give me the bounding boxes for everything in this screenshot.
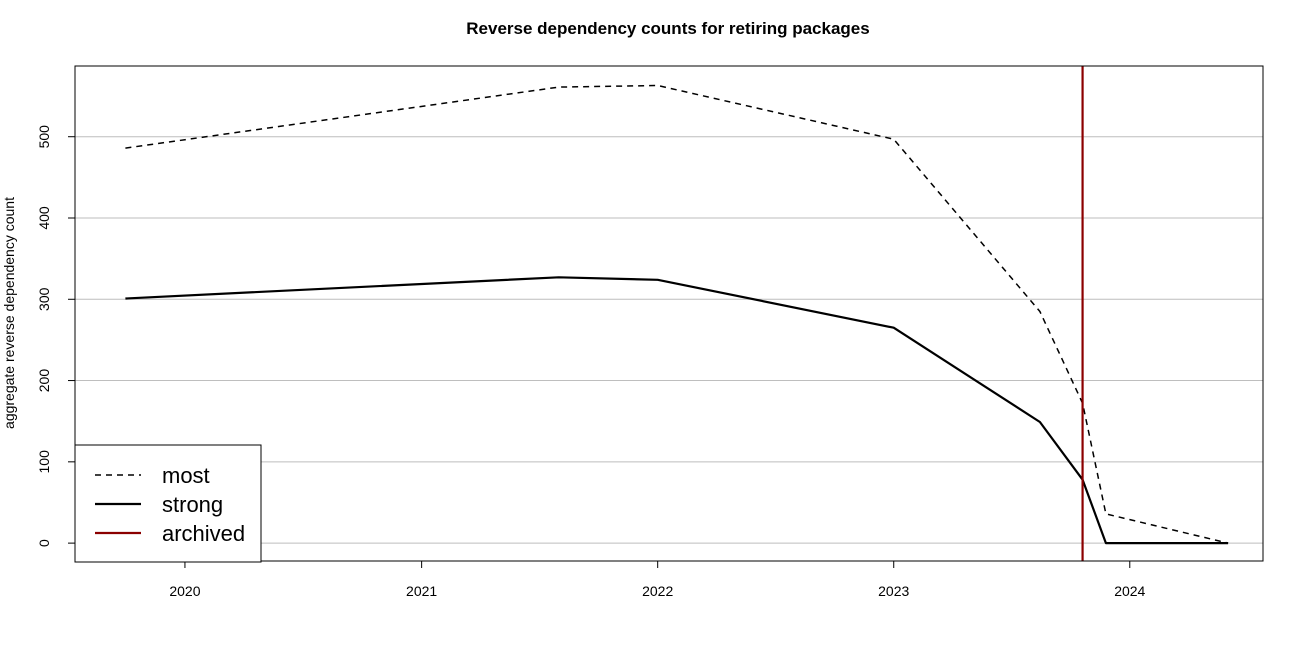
- legend-label: archived: [162, 521, 245, 546]
- series-most: [125, 84, 1229, 544]
- y-tick-label: 100: [36, 450, 52, 474]
- y-tick-label: 200: [36, 369, 52, 393]
- plot-frame: [74, 65, 1264, 562]
- grid-lines: [75, 136, 1263, 544]
- series-lines: [125, 84, 1229, 545]
- x-tick-label: 2020: [169, 583, 200, 599]
- legend-label: most: [162, 463, 210, 488]
- chart-title: Reverse dependency counts for retiring p…: [466, 19, 869, 38]
- y-tick-label: 0: [36, 539, 52, 547]
- x-tick-label: 2021: [406, 583, 437, 599]
- series-strong: [125, 276, 1229, 545]
- y-tick-label: 300: [36, 287, 52, 311]
- y-tick-label: 400: [36, 206, 52, 230]
- legend-label: strong: [162, 492, 223, 517]
- y-axis-title: aggregate reverse dependency count: [1, 197, 17, 429]
- x-tick-label: 2023: [878, 583, 909, 599]
- y-tick-label: 500: [36, 125, 52, 149]
- y-axis: 0 100 200 300 400 500: [36, 125, 75, 547]
- x-tick-label: 2022: [642, 583, 673, 599]
- x-axis: 2020 2021 2022 2023 2024: [169, 561, 1146, 599]
- legend: most strong archived: [74, 444, 262, 563]
- x-tick-label: 2024: [1114, 583, 1145, 599]
